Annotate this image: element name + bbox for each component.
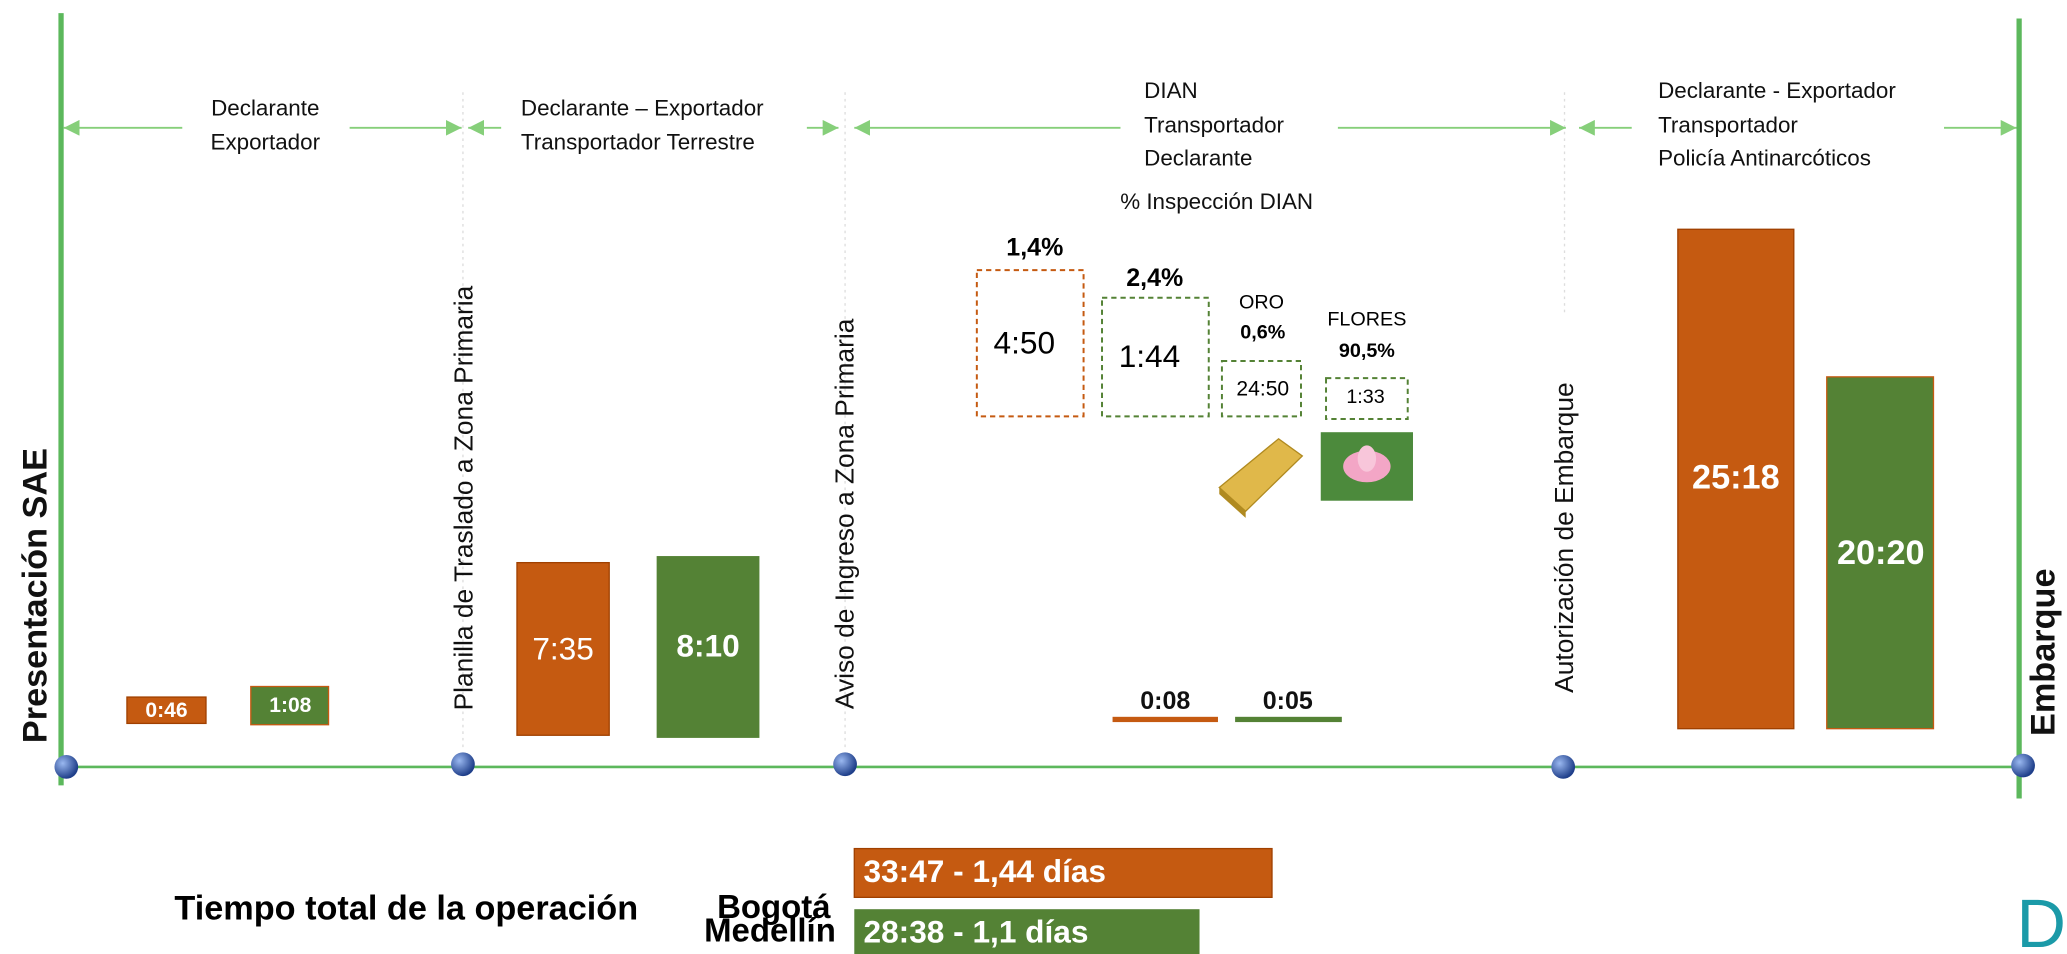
stage-label: Planilla de Traslado a Zona Primaria: [449, 285, 479, 710]
logo: DIA: [2016, 885, 2067, 954]
inspection-pct: 1,4%: [1006, 234, 1063, 262]
time-label: 0:05: [1263, 687, 1313, 715]
stage-label: Aviso de Ingreso a Zona Primaria: [829, 318, 859, 709]
actor: Declarante – Exportador: [521, 95, 764, 120]
actor: Declarante - Exportador: [1658, 78, 1896, 103]
total-value: 33:47 - 1,44 días: [864, 853, 1106, 889]
time-label: 0:46: [145, 699, 187, 722]
inspection-time: 1:44: [1119, 338, 1181, 374]
process-diagram: Declarante Exportador Declarante – Expor…: [0, 0, 2067, 954]
stage-label: Autorización de Embarque: [1549, 382, 1579, 692]
time-label: 0:08: [1140, 687, 1190, 715]
stage-label: Presentación SAE: [16, 448, 54, 743]
inspection-time: 1:33: [1346, 386, 1384, 408]
inspection-time: 24:50: [1236, 378, 1289, 401]
inspection-label: FLORES: [1327, 308, 1406, 330]
time-label: 8:10: [676, 628, 739, 664]
actors: Declarante Exportador Declarante – Expor…: [211, 78, 1897, 170]
time-bars: 0:46 1:08 7:35 8:10 0:08 0:05 25:18 20:2…: [127, 229, 1934, 738]
city: Medellín: [704, 912, 836, 949]
total: Tiempo total de la operación Bogotá 33:4…: [174, 849, 1272, 954]
time-label: 25:18: [1692, 459, 1780, 497]
actor: Exportador: [211, 130, 321, 155]
actor: DIAN: [1144, 78, 1198, 103]
gold-icon: [1219, 439, 1302, 518]
total-title: Tiempo total de la operación: [174, 890, 638, 928]
time-label: 1:08: [269, 694, 311, 717]
actor: Declarante: [1144, 145, 1252, 170]
actor: Transportador: [1144, 112, 1284, 137]
inspection-time: 4:50: [994, 325, 1056, 361]
flower-icon: [1321, 432, 1413, 501]
actor: Transportador: [1658, 112, 1798, 137]
inspection-pct: 0,6%: [1240, 322, 1285, 344]
actor: Transportador Terrestre: [521, 130, 755, 155]
total-value: 28:38 - 1,1 días: [864, 914, 1089, 950]
stage-label: Embarque: [2025, 569, 2063, 737]
inspection-title: % Inspección DIAN: [1120, 189, 1313, 214]
time-label: 20:20: [1837, 534, 1925, 572]
inspection: % Inspección DIAN 1,4% 4:50 2,4% 1:44 OR…: [977, 189, 1413, 518]
inspection-pct: 90,5%: [1339, 340, 1395, 362]
actor: Declarante: [211, 95, 319, 120]
actor: Policía Antinarcóticos: [1658, 145, 1871, 170]
inspection-label: ORO: [1239, 291, 1284, 313]
inspection-pct: 2,4%: [1126, 264, 1183, 292]
time-label: 7:35: [532, 630, 594, 666]
